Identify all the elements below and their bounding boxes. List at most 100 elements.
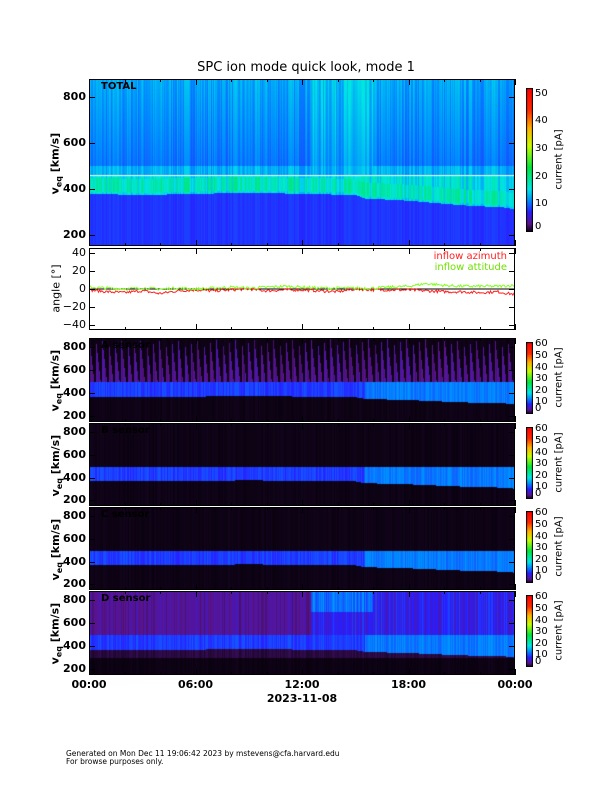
y-tick-mark [89,454,95,456]
colorbar-tick-label: 10 [535,649,548,661]
x-tick-mark [337,587,339,590]
y-tick-mark [509,370,515,372]
x-tick-mark [124,248,126,251]
y-tick-label: 200 [63,227,86,241]
x-tick-mark [373,423,374,426]
y-tick-mark [89,623,95,625]
y-tick-mark [89,538,95,540]
ylabel-unit: [km/s] [48,132,62,176]
colorbar [526,427,533,499]
x-tick-mark [408,248,410,254]
x-tick-mark [160,248,161,251]
y-tick-label: 400 [63,181,86,195]
x-tick-mark [515,591,516,597]
x-tick-mark [195,500,197,506]
y-tick-mark [509,307,515,309]
x-tick-mark [408,324,410,330]
y-tick-mark [509,393,515,395]
x-tick-mark [195,338,197,344]
y-tick-mark [89,432,95,434]
x-tick-mark [444,419,445,422]
panel-label: TOTAL [101,81,137,92]
x-tick-mark [444,243,445,246]
x-tick-mark [302,591,303,597]
x-tick-mark [337,243,339,246]
x-tick-mark [231,672,232,675]
y-tick-mark [89,669,95,671]
y-tick-label: 20 [72,263,86,277]
x-tick-mark [337,79,339,82]
x-tick-mark [479,672,481,675]
ylabel-v: v [48,657,62,665]
colorbar-label: current [pA] [553,129,565,190]
x-tick-mark [373,419,374,422]
x-tick-mark [89,591,90,597]
x-tick-mark [302,324,303,330]
x-tick-mark [124,419,126,422]
x-tick-mark [302,79,303,85]
x-tick-mark [266,419,268,422]
colorbar-tick-label: 50 [535,349,548,361]
x-tick-mark [302,248,303,254]
x-tick-mark [160,503,161,506]
x-tick-mark [337,327,339,330]
legend-inflow-attitude: inflow attitude [434,262,507,273]
colorbar-tick-label: 20 [535,170,548,182]
y-tick-mark [509,561,515,563]
footer-generated: Generated on Mon Dec 11 19:06:42 2023 by… [66,749,340,758]
y-tick-mark [509,500,515,502]
x-tick-mark [302,669,303,675]
spectrogram-total [89,79,515,246]
colorbar-tick-label: 50 [535,602,548,614]
x-tick-mark [479,243,481,246]
colorbar-tick-label: 30 [535,373,548,385]
y-tick-label: 200 [63,409,86,423]
y-tick-mark [509,188,515,190]
x-tick-mark [160,587,161,590]
y-tick-mark [509,454,515,456]
y-tick-mark [509,538,515,540]
x-tick-mark [408,240,410,246]
x-tick-mark [231,423,232,426]
x-tick-mark [160,79,161,82]
x-tick-mark [266,503,268,506]
x-tick-mark [444,423,445,426]
y-tick-mark [89,477,95,479]
x-tick-mark [89,423,90,429]
x-tick-mark [302,584,303,590]
x-tick-mark [89,507,90,513]
x-tick-mark [444,672,445,675]
colorbar-label: current [pA] [553,432,565,493]
spectrogram-c-sensor [89,507,515,590]
legend-inflow-azimuth: inflow azimuth [433,251,507,262]
x-tick-mark [408,507,410,513]
y-tick-mark [509,623,515,625]
x-tick-mark [89,416,90,422]
footer-note: For browse purposes only. [66,757,164,766]
colorbar-tick-label: 20 [535,384,548,396]
x-tick-mark [515,240,516,246]
colorbar-tick-label: 30 [535,458,548,470]
y-tick-mark [89,270,95,272]
x-tick-mark [231,507,232,510]
x-tick-mark [337,507,339,510]
panel-frame [89,591,515,675]
x-tick-mark [515,669,516,675]
x-tick-mark [160,423,161,426]
colorbar [526,595,533,667]
x-tick-mark [373,591,374,594]
ylabel-unit: [km/s] [48,349,62,394]
panel-frame [89,423,515,506]
x-tick-mark [266,248,268,251]
x-tick-mark [373,79,374,82]
x-tick-mark [89,669,90,675]
colorbar-tick-label: 20 [535,553,548,565]
x-tick-mark [266,587,268,590]
y-tick-mark [89,646,95,648]
y-tick-label: 0 [79,282,86,295]
x-tick-mark [160,327,161,330]
x-tick-mark [479,591,481,594]
panel-label: C sensor [101,509,150,520]
colorbar-tick-label: 60 [535,423,548,435]
y-tick-mark [509,289,515,290]
